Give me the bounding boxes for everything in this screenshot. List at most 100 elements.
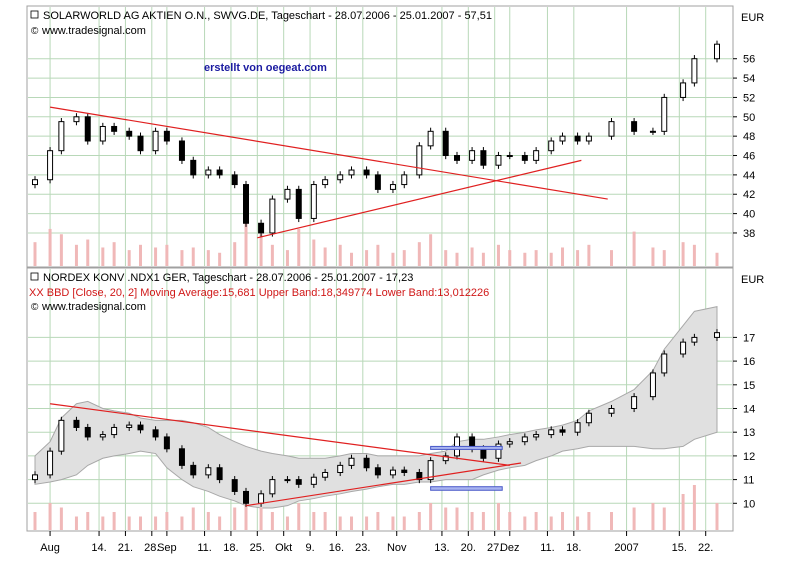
candle-body bbox=[480, 448, 487, 459]
volume-bar bbox=[233, 242, 237, 266]
volume-bar bbox=[338, 244, 342, 266]
candle-body bbox=[649, 372, 656, 398]
panel2-candles bbox=[32, 329, 720, 507]
panel1-currency: EUR bbox=[741, 12, 764, 24]
volume-bar bbox=[244, 494, 248, 530]
volume-bar bbox=[259, 507, 263, 530]
volume-bar bbox=[561, 247, 565, 266]
candle-body bbox=[389, 469, 396, 476]
volume-bar bbox=[365, 516, 369, 530]
volume-bar bbox=[154, 247, 158, 266]
volume-bar bbox=[165, 512, 169, 530]
candle-body bbox=[231, 479, 238, 492]
volume-bar bbox=[715, 503, 719, 530]
volume-bar bbox=[154, 516, 158, 530]
panel1-source: www.tradesignal.com bbox=[41, 25, 146, 37]
volume-bar bbox=[323, 247, 327, 266]
candle-body bbox=[243, 490, 250, 504]
y-tick-label: 52 bbox=[743, 92, 755, 104]
x-tick-label: 2007 bbox=[614, 542, 638, 554]
panel2-title: NORDEX KONV .NDX1 GER, Tageschart - 28.0… bbox=[43, 272, 413, 284]
volume-bar bbox=[692, 244, 696, 266]
candle-body bbox=[374, 174, 381, 190]
x-tick-label: 18. bbox=[223, 542, 238, 554]
volume-bar bbox=[191, 507, 195, 530]
panel1-y-ticks: 38 40 42 44 46 48 50 52 54 56 bbox=[733, 54, 755, 240]
y-tick-label: 15 bbox=[743, 380, 755, 392]
volume-bar bbox=[429, 234, 433, 266]
x-tick-label: 13. bbox=[434, 542, 449, 554]
candle-body bbox=[559, 135, 566, 142]
candle-body bbox=[216, 467, 223, 481]
volume-bar bbox=[651, 503, 655, 530]
candle-body bbox=[152, 130, 159, 152]
panel2-checkbox-icon[interactable] bbox=[30, 272, 39, 281]
volume-bar bbox=[206, 250, 210, 266]
volume-bar bbox=[191, 247, 195, 266]
volume-bar bbox=[101, 516, 105, 530]
candle-body bbox=[111, 125, 118, 132]
panel1-checkbox-icon[interactable] bbox=[30, 10, 39, 19]
x-tick-label: 25. bbox=[250, 542, 265, 554]
x-tick-label: 11. bbox=[540, 542, 554, 554]
volume-bar bbox=[681, 494, 685, 530]
volume-bar bbox=[508, 512, 512, 530]
y-tick-label: 12 bbox=[743, 451, 755, 463]
price-panel-nordex: 10 11 12 13 14 15 16 17 EUR NORDEX KONV .NDX1 G… bbox=[26, 267, 764, 532]
volume-bar bbox=[402, 516, 406, 530]
candle-body bbox=[401, 174, 408, 186]
trendline bbox=[245, 462, 522, 507]
candle-body bbox=[310, 184, 317, 219]
candle-body bbox=[714, 332, 720, 338]
candle-body bbox=[495, 155, 502, 166]
x-tick-label: 27. bbox=[487, 542, 502, 554]
volume-bar bbox=[376, 512, 380, 530]
candle-body bbox=[163, 436, 170, 450]
volume-bar bbox=[523, 252, 527, 266]
candle-body bbox=[691, 336, 698, 343]
volume-bar bbox=[259, 234, 263, 266]
volume-bar bbox=[112, 242, 116, 266]
volume-bar bbox=[496, 503, 500, 530]
x-tick-label: 21. bbox=[118, 542, 133, 554]
candle-body bbox=[190, 464, 197, 476]
volume-bar bbox=[587, 512, 591, 530]
x-tick-label: 14. bbox=[91, 542, 106, 554]
candle-body bbox=[661, 353, 668, 374]
volume-bar bbox=[33, 242, 37, 266]
volume-bar bbox=[312, 239, 316, 266]
volume-bar bbox=[323, 512, 327, 530]
trendline bbox=[49, 403, 510, 466]
candle-body bbox=[442, 130, 449, 157]
x-tick-label: 16. bbox=[329, 542, 344, 554]
volume-bar bbox=[609, 250, 613, 266]
candle-body bbox=[495, 443, 502, 459]
panel2-y-ticks: 10 11 12 13 14 15 16 17 bbox=[733, 332, 755, 510]
candle-body bbox=[427, 460, 434, 481]
volume-bar bbox=[48, 503, 52, 530]
candle-body bbox=[585, 412, 592, 424]
candle-body bbox=[337, 174, 344, 181]
candle-body bbox=[533, 150, 540, 161]
volume-bar bbox=[444, 250, 448, 266]
x-tick-label: 11. bbox=[197, 542, 211, 554]
volume-bar bbox=[481, 512, 485, 530]
y-tick-label: 50 bbox=[743, 112, 755, 124]
candle-body bbox=[427, 130, 434, 147]
candle-body bbox=[680, 341, 687, 355]
candle-body bbox=[348, 457, 355, 466]
candle-body bbox=[178, 140, 185, 161]
volume-bar bbox=[139, 244, 143, 266]
candle-body bbox=[216, 169, 223, 176]
candle-body bbox=[691, 58, 698, 84]
candle-body bbox=[310, 476, 317, 485]
x-tick-label: 9. bbox=[305, 542, 314, 554]
candle-body bbox=[631, 121, 638, 132]
volume-bar bbox=[270, 244, 274, 266]
volume-bar bbox=[481, 252, 485, 266]
bollinger-band bbox=[34, 305, 718, 509]
panel2-copyright-icon: © bbox=[31, 302, 39, 313]
x-tick-label: Okt bbox=[275, 542, 292, 554]
volume-bar bbox=[455, 252, 459, 266]
